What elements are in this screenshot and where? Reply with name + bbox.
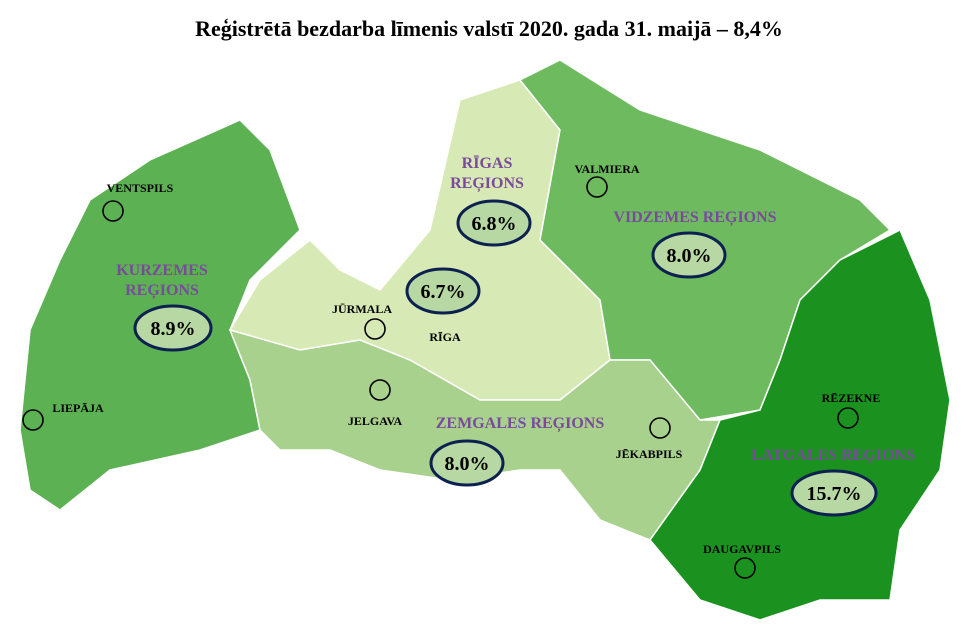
region-name: LATGALES REĢIONS <box>751 447 915 465</box>
city-marker <box>102 200 124 222</box>
region-name: REĢIONS <box>450 175 524 193</box>
city-name: DAUGAVPILS <box>703 542 781 556</box>
rate-label: 8.0% <box>445 453 490 475</box>
city-name: VENTSPILS <box>107 181 174 195</box>
city-name: JŪRMALA <box>332 302 392 316</box>
rate-oval <box>429 439 505 487</box>
city-name: VALMIERA <box>574 162 639 176</box>
region-name: ZEMGALES REĢIONS <box>436 415 605 433</box>
rate-label: 15.7% <box>807 483 862 505</box>
city-marker <box>364 318 386 340</box>
city-marker <box>734 557 756 579</box>
rate-oval <box>651 231 727 279</box>
rate-label: 6.7% <box>421 281 466 303</box>
region-name: VIDZEMES REĢIONS <box>613 209 776 227</box>
region-name: KURZEMES <box>116 262 208 279</box>
region-name: REĢIONS <box>125 282 199 300</box>
city-name: JĒKABPILS <box>616 447 683 461</box>
city-marker <box>22 409 44 431</box>
city-marker <box>586 176 608 198</box>
rate-oval <box>133 304 213 352</box>
rate-oval <box>790 469 878 517</box>
rate-oval <box>405 267 481 315</box>
rate-label: 8.9% <box>151 318 196 340</box>
region-name: RĪGAS <box>462 154 513 172</box>
rate-oval <box>456 199 532 247</box>
city-name: RĒZEKNE <box>822 391 881 405</box>
city-name: JELGAVA <box>348 414 403 428</box>
city-marker <box>369 379 391 401</box>
city-marker <box>837 407 859 429</box>
latgale-area <box>649 228 951 621</box>
rate-label: 6.8% <box>472 213 517 235</box>
city-name: RĪGA <box>429 330 461 344</box>
title: Reģistrētā bezdarba līmenis valstī 2020.… <box>195 16 783 41</box>
city-name: LIEPĀJA <box>52 401 104 415</box>
city-marker <box>649 417 671 439</box>
rate-label: 8.0% <box>667 245 712 267</box>
